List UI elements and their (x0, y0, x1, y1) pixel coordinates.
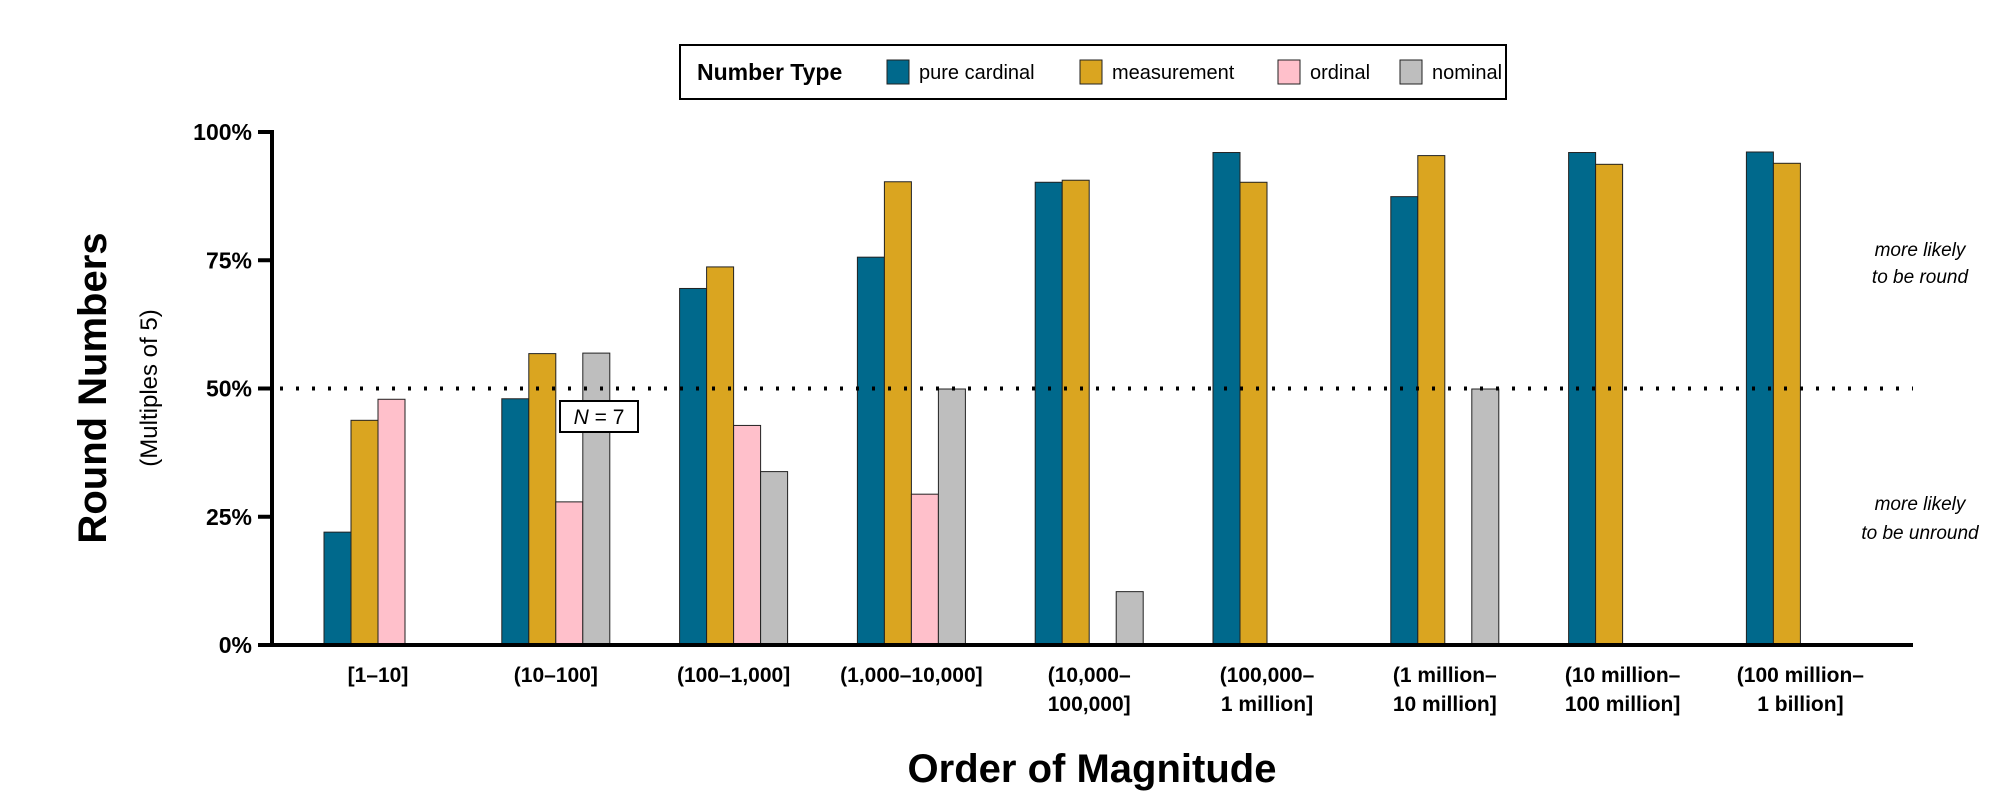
n-label-n: N (574, 406, 590, 429)
bar-pure-cardinal (1034, 181, 1063, 646)
legend-label: nominal (1432, 62, 1502, 84)
x-tick-label: 1 million] (1221, 693, 1313, 716)
x-tick-label: [1–10] (348, 664, 409, 687)
y-tick-label: 25% (206, 504, 252, 530)
n-label-box (559, 400, 639, 433)
upper-note-line2: to be round (1872, 267, 1970, 288)
x-tick-label: (10 million– (1565, 664, 1681, 687)
bar-nominal (937, 388, 966, 646)
y-tick-label: 50% (206, 376, 252, 402)
legend: Number Type pure cardinal measurement ordi… (679, 44, 1507, 100)
y-axis-title: Round Numbers (71, 232, 115, 543)
legend-title: Number Type (697, 59, 842, 85)
n-label: N = 7 (559, 400, 639, 433)
y-tick-label: 100% (193, 119, 252, 145)
legend-swatch-pure-cardinal (886, 59, 910, 85)
bar-nominal (760, 471, 789, 646)
legend-label: pure cardinal (919, 62, 1035, 84)
x-axis-title: Order of Magnitude (908, 747, 1277, 791)
bar-ordinal (555, 501, 584, 646)
x-tick-label: 100 million] (1565, 693, 1681, 716)
legend-swatch-measurement (1079, 59, 1103, 85)
upper-note-line1: more likely (1875, 240, 1967, 261)
bar-measurement (350, 419, 379, 646)
bar-pure-cardinal (1745, 151, 1774, 646)
x-tick-label: (100,000– (1220, 664, 1315, 687)
lower-note-line1: more likely (1875, 494, 1967, 515)
legend-label: ordinal (1310, 62, 1370, 84)
n-label-text: N = 7 (574, 406, 625, 429)
y-tick-label: 0% (219, 632, 252, 658)
bar-nominal (582, 352, 611, 646)
bar-measurement (1417, 155, 1446, 646)
bar-pure-cardinal (679, 287, 708, 646)
bar-measurement (706, 266, 735, 646)
lower-note-line2: to be unround (1861, 523, 1980, 544)
bar-measurement (528, 353, 557, 646)
bar-ordinal (733, 424, 762, 646)
bar-measurement (1772, 162, 1801, 646)
bar-measurement (883, 181, 912, 646)
x-tick-label: 10 million] (1393, 693, 1497, 716)
bar-nominal (1115, 591, 1144, 646)
legend-label: measurement (1112, 62, 1235, 84)
bar-measurement (1595, 163, 1624, 646)
legend-swatch-ordinal (1277, 59, 1301, 85)
bar-pure-cardinal (1568, 152, 1597, 646)
x-tick-label: (100–1,000] (677, 664, 790, 687)
bar-ordinal (910, 493, 939, 646)
bar-measurement (1239, 181, 1268, 646)
bar-ordinal (377, 398, 406, 646)
bar-nominal (1471, 388, 1500, 646)
x-tick-label: (1,000–10,000] (840, 664, 982, 687)
bar-pure-cardinal (1390, 196, 1419, 646)
x-tick-label: 100,000] (1048, 693, 1131, 716)
bar-measurement (1061, 179, 1090, 646)
bar-pure-cardinal (323, 531, 352, 646)
x-tick-label: (100 million– (1737, 664, 1865, 687)
bar-pure-cardinal (1212, 152, 1241, 646)
bar-pure-cardinal (856, 256, 885, 646)
x-tick-label: (10–100] (514, 664, 598, 687)
bar-pure-cardinal (501, 398, 530, 646)
legend-swatch-nominal (1399, 59, 1423, 85)
y-axis-subtitle: (Multiples of 5) (136, 309, 163, 466)
x-tick-label: 1 billion] (1757, 693, 1843, 716)
y-tick-label: 75% (206, 247, 252, 273)
n-label-value: = 7 (589, 406, 625, 429)
x-tick-label: (10,000– (1048, 664, 1131, 687)
x-tick-label: (1 million– (1393, 664, 1497, 687)
